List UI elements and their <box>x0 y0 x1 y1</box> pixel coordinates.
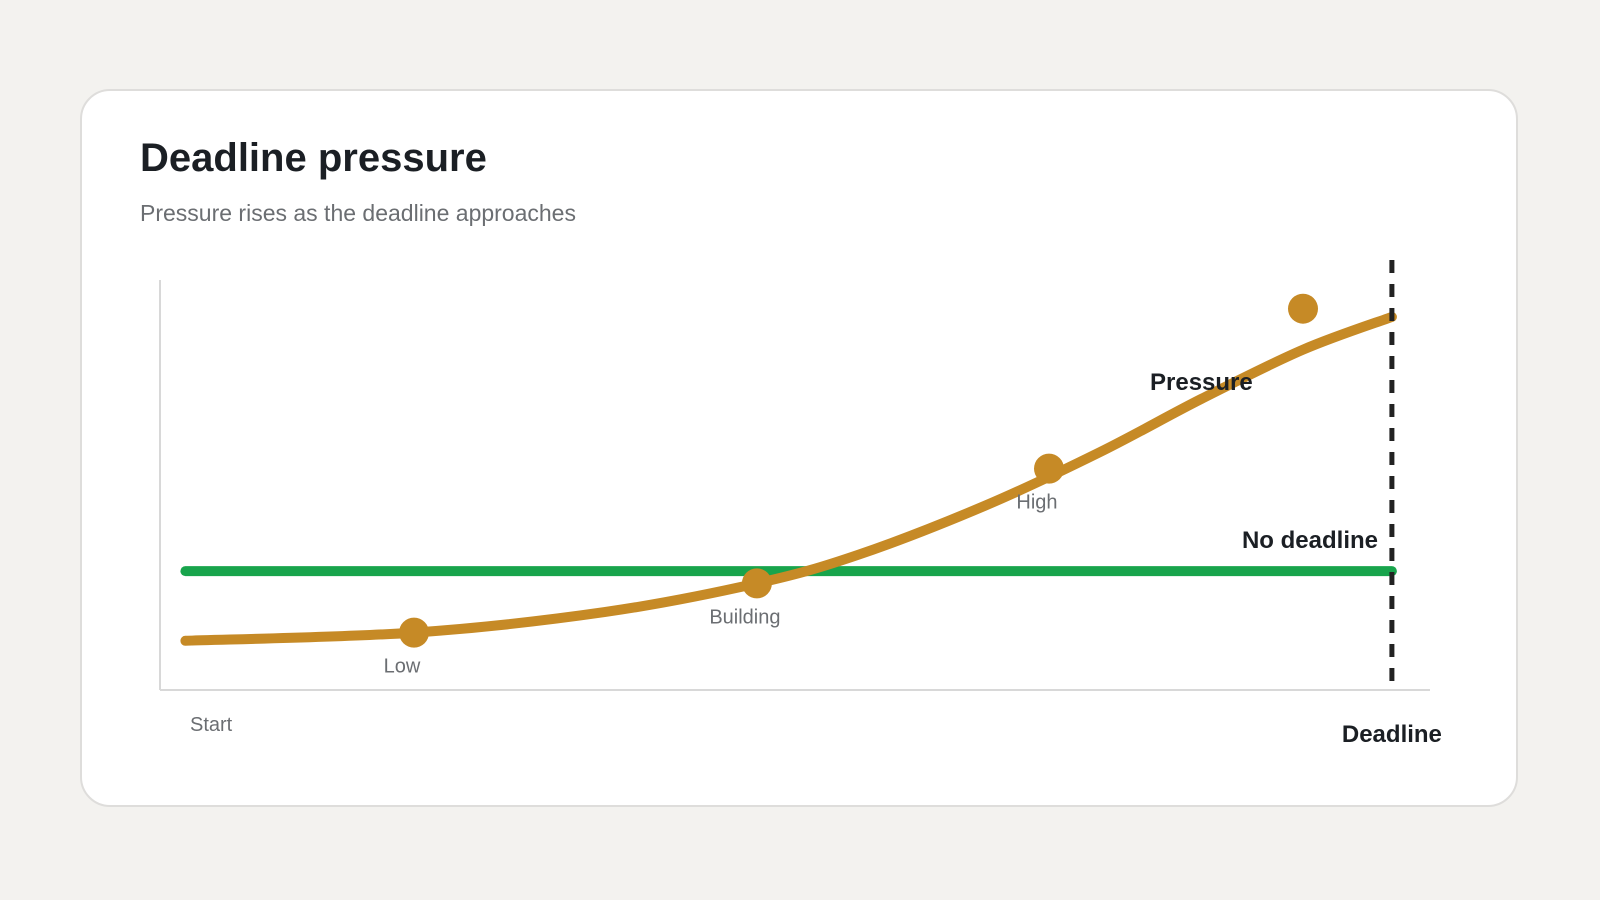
pressure-marker <box>1288 293 1318 324</box>
pressure-marker <box>741 568 772 599</box>
marker-label: Low <box>384 656 421 678</box>
series-label-pressure: Pressure <box>1150 369 1253 396</box>
chart-title: Deadline pressure <box>140 136 487 180</box>
series-line-pressure <box>180 311 1397 646</box>
pressure-marker <box>1034 453 1064 484</box>
marker-label: Building <box>709 606 780 628</box>
pressure-markers: Low Building High <box>384 293 1318 678</box>
chart-subtitle: Pressure rises as the deadline approache… <box>140 200 576 226</box>
x-tick-label-start: Start <box>190 714 233 736</box>
chart-card <box>80 89 1518 807</box>
x-tick-label-deadline: Deadline <box>1342 721 1442 748</box>
pressure-marker <box>399 617 429 648</box>
marker-label: High <box>1016 492 1057 514</box>
series-label-no-deadline: No deadline <box>1242 527 1378 554</box>
